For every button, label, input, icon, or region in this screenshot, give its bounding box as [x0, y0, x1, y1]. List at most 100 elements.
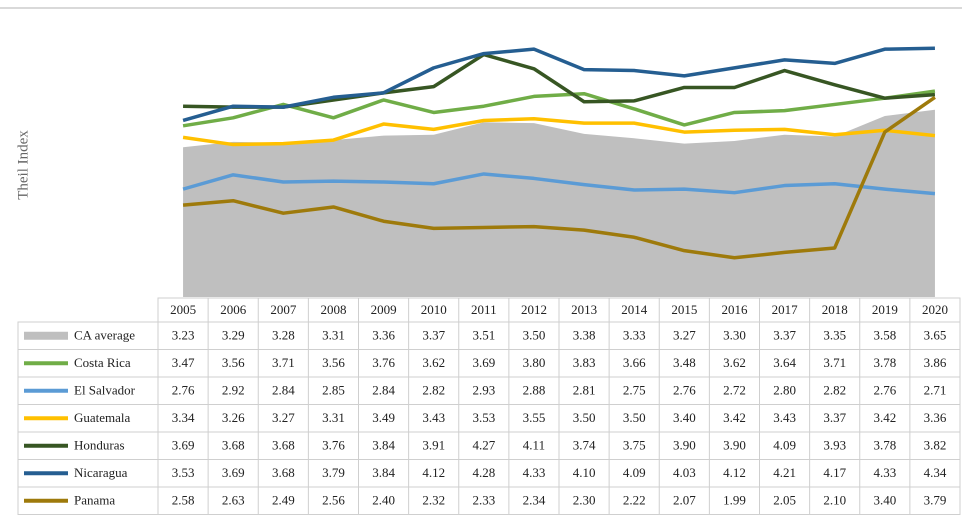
- x-tick-label: 2013: [571, 302, 597, 317]
- table-value: 2.10: [823, 493, 846, 508]
- table-value: 2.33: [472, 493, 495, 508]
- table-value: 2.22: [623, 493, 646, 508]
- line: [182, 116, 936, 147]
- table-value: 3.51: [472, 328, 495, 343]
- table-value: 3.35: [823, 328, 846, 343]
- table-value: 3.83: [573, 355, 596, 370]
- table-value: 3.74: [573, 438, 596, 453]
- table-value: 4.28: [472, 465, 495, 480]
- table-value: 3.56: [322, 355, 345, 370]
- table-value: 1.99: [723, 493, 746, 508]
- table-value: 3.68: [272, 465, 295, 480]
- legend-label: Nicaragua: [74, 465, 128, 480]
- table-value: 3.28: [272, 328, 295, 343]
- table-value: 3.68: [272, 438, 295, 453]
- table-value: 2.80: [773, 383, 796, 398]
- table-value: 2.05: [773, 493, 796, 508]
- table-value: 3.34: [172, 410, 195, 425]
- table-value: 3.43: [773, 410, 796, 425]
- table-value: 3.79: [924, 493, 947, 508]
- table-value: 4.11: [523, 438, 545, 453]
- table-value: 2.07: [673, 493, 696, 508]
- table-value: 2.84: [272, 383, 295, 398]
- line: [182, 89, 936, 128]
- table-value: 3.31: [322, 410, 345, 425]
- table-value: 2.84: [372, 383, 395, 398]
- table-value: 3.84: [372, 465, 395, 480]
- area: [183, 109, 935, 297]
- table-value: 3.27: [673, 328, 696, 343]
- legend-label: El Salvador: [74, 383, 136, 398]
- table-value: 3.48: [673, 355, 696, 370]
- table-value: 3.42: [723, 410, 746, 425]
- x-tick-label: 2008: [320, 302, 346, 317]
- table-value: 2.81: [573, 383, 596, 398]
- x-tick-label: 2020: [922, 302, 948, 317]
- table-value: 3.53: [472, 410, 495, 425]
- table-value: 3.27: [272, 410, 295, 425]
- table-value: 3.37: [422, 328, 445, 343]
- table-value: 3.55: [523, 410, 546, 425]
- table-value: 3.69: [172, 438, 195, 453]
- x-tick-label: 2010: [421, 302, 447, 317]
- table-value: 2.82: [422, 383, 445, 398]
- table-value: 4.34: [924, 465, 947, 480]
- table-value: 2.92: [222, 383, 245, 398]
- legend-label: Costa Rica: [74, 355, 131, 370]
- legend-label: Guatemala: [74, 410, 131, 425]
- table-value: 4.03: [673, 465, 696, 480]
- table-value: 2.34: [523, 493, 546, 508]
- table-value: 3.37: [823, 410, 846, 425]
- table-value: 2.76: [172, 383, 195, 398]
- table-value: 3.84: [372, 438, 395, 453]
- table-value: 4.17: [823, 465, 846, 480]
- x-tick-label: 2005: [170, 302, 196, 317]
- table-value: 3.47: [172, 355, 195, 370]
- table-value: 2.93: [472, 383, 495, 398]
- x-tick-label: 2006: [220, 302, 247, 317]
- x-tick-label: 2015: [671, 302, 697, 317]
- table-value: 3.79: [322, 465, 345, 480]
- table-value: 4.12: [422, 465, 445, 480]
- table-value: 3.56: [222, 355, 245, 370]
- table-value: 3.69: [222, 465, 245, 480]
- line: [182, 46, 935, 123]
- table-value: 4.33: [873, 465, 896, 480]
- x-tick-label: 2014: [621, 302, 648, 317]
- table-value: 3.23: [172, 328, 195, 343]
- table-value: 3.78: [873, 355, 896, 370]
- table-value: 3.82: [924, 438, 947, 453]
- table-value: 3.33: [623, 328, 646, 343]
- x-tick-label: 2011: [471, 302, 497, 317]
- table-value: 4.27: [472, 438, 495, 453]
- table-row-border: [17, 486, 961, 515]
- table-value: 3.26: [222, 410, 245, 425]
- table-value: 3.30: [723, 328, 746, 343]
- table-value: 2.58: [172, 493, 195, 508]
- y-axis-label: Theil Index: [15, 130, 31, 200]
- table-value: 3.93: [823, 438, 846, 453]
- table-value: 2.85: [322, 383, 345, 398]
- legend-key: [24, 331, 68, 340]
- x-tick-label: 2012: [521, 302, 547, 317]
- table-value: 3.49: [372, 410, 395, 425]
- legend-label: Panama: [74, 493, 115, 508]
- table-value: 4.09: [773, 438, 796, 453]
- table-value: 3.62: [422, 355, 445, 370]
- table-value: 2.32: [422, 493, 445, 508]
- table-value: 3.38: [573, 328, 596, 343]
- table-value: 4.21: [773, 465, 796, 480]
- table-value: 3.68: [222, 438, 245, 453]
- legend-label: Honduras: [74, 438, 125, 453]
- table-value: 4.09: [623, 465, 646, 480]
- table-value: 2.56: [322, 493, 345, 508]
- table-value: 2.30: [573, 493, 596, 508]
- table-value: 3.37: [773, 328, 796, 343]
- table-value: 2.88: [523, 383, 546, 398]
- x-tick-label: 2016: [721, 302, 748, 317]
- table-value: 3.31: [322, 328, 345, 343]
- x-tick-label: 2019: [872, 302, 898, 317]
- table-value: 3.90: [673, 438, 696, 453]
- table-value: 3.76: [322, 438, 345, 453]
- table-value: 2.75: [623, 383, 646, 398]
